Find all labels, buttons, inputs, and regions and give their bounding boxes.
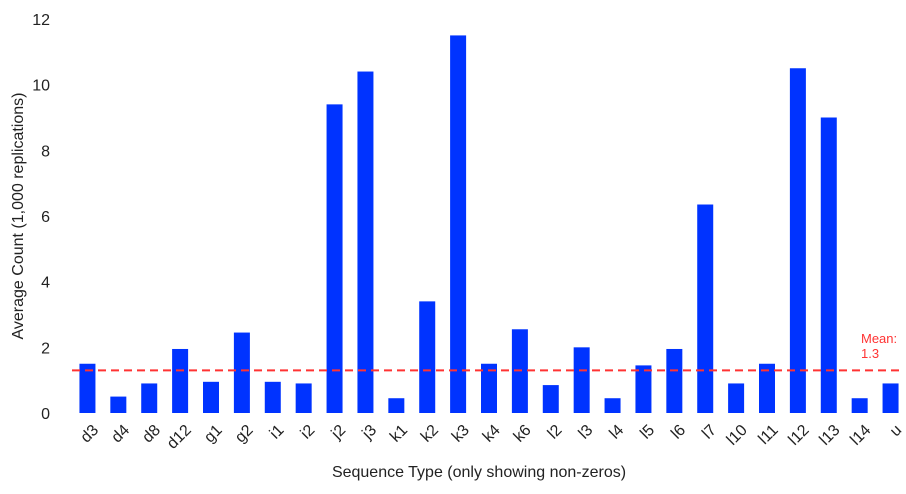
y-tick-label: 6 <box>41 209 50 226</box>
x-tick-label: l5 <box>637 422 658 443</box>
y-tick-label: 4 <box>41 275 50 292</box>
x-axis-title: Sequence Type (only showing non-zeros) <box>332 464 626 481</box>
mean-label-title: Mean: <box>861 331 897 346</box>
y-tick-label: 12 <box>32 12 50 29</box>
bar-l2 <box>542 385 559 413</box>
x-tick-label: d4 <box>108 422 133 447</box>
bar-l3 <box>573 347 590 413</box>
mean-label-value: 1.3 <box>861 346 879 361</box>
bar-u <box>882 383 899 413</box>
bar-k2 <box>419 301 436 413</box>
bar-l6 <box>666 348 683 413</box>
bar-l10 <box>728 383 745 413</box>
y-tick-label: 10 <box>32 78 50 95</box>
x-tick-label: u <box>887 422 905 440</box>
bar-g2 <box>233 332 250 413</box>
x-tick-label: k6 <box>511 422 535 446</box>
x-tick-label: j3 <box>359 422 381 444</box>
y-tick-label: 8 <box>41 143 50 160</box>
x-axis-ticks: d3 d4 d8 d12 g1 g2 i1 i2 j2 j3 k1 k2 k3 k4 k6 l2 l3 l4 l5 l… <box>78 422 906 453</box>
bar-k3 <box>450 35 467 414</box>
bar-l13 <box>820 117 837 413</box>
x-tick-label: l12 <box>786 422 813 449</box>
x-tick-label: i1 <box>267 422 288 443</box>
bar-d12 <box>172 348 189 413</box>
bar-i2 <box>295 383 312 413</box>
x-tick-label: l11 <box>755 422 781 448</box>
y-axis-ticks: 0 2 4 6 8 10 12 <box>32 12 50 423</box>
bar-k1 <box>388 398 405 413</box>
x-tick-label: l7 <box>699 422 720 443</box>
x-tick-label: l2 <box>545 422 566 443</box>
x-tick-label: l10 <box>724 422 751 449</box>
y-tick-label: 2 <box>41 340 50 357</box>
x-tick-label: l3 <box>576 422 597 443</box>
bars-group <box>79 35 899 414</box>
bar-l11 <box>759 363 775 413</box>
y-axis-title: Average Count (1,000 replications) <box>10 93 27 340</box>
y-tick-label: 0 <box>41 406 50 423</box>
x-tick-label: l4 <box>606 422 627 443</box>
x-tick-label: i2 <box>298 422 319 443</box>
x-tick-label: d12 <box>164 422 195 453</box>
bar-l7 <box>697 204 714 413</box>
bar-l4 <box>604 398 621 413</box>
x-tick-label: k1 <box>387 422 411 446</box>
x-tick-label: k4 <box>480 422 504 446</box>
x-tick-label: g1 <box>201 422 226 447</box>
bar-g1 <box>203 381 219 413</box>
x-tick-label: l13 <box>816 422 843 449</box>
x-tick-label: k2 <box>418 422 442 446</box>
x-tick-label: k3 <box>449 422 473 446</box>
bar-i1 <box>264 381 281 413</box>
bar-j2 <box>326 104 343 413</box>
x-tick-label: l6 <box>668 422 689 443</box>
x-tick-label: g2 <box>232 422 257 447</box>
bar-d3 <box>79 363 96 413</box>
bar-l5 <box>635 365 652 413</box>
x-tick-label: l14 <box>847 422 874 449</box>
bar-d4 <box>110 396 127 413</box>
bar-l12 <box>789 68 806 413</box>
bar-l14 <box>851 398 868 413</box>
x-tick-label: j2 <box>328 422 350 444</box>
bar-k4 <box>481 363 497 413</box>
x-tick-label: d8 <box>139 422 164 447</box>
bar-j3 <box>357 71 374 414</box>
bar-d8 <box>141 383 158 413</box>
x-tick-label: d3 <box>78 422 103 447</box>
